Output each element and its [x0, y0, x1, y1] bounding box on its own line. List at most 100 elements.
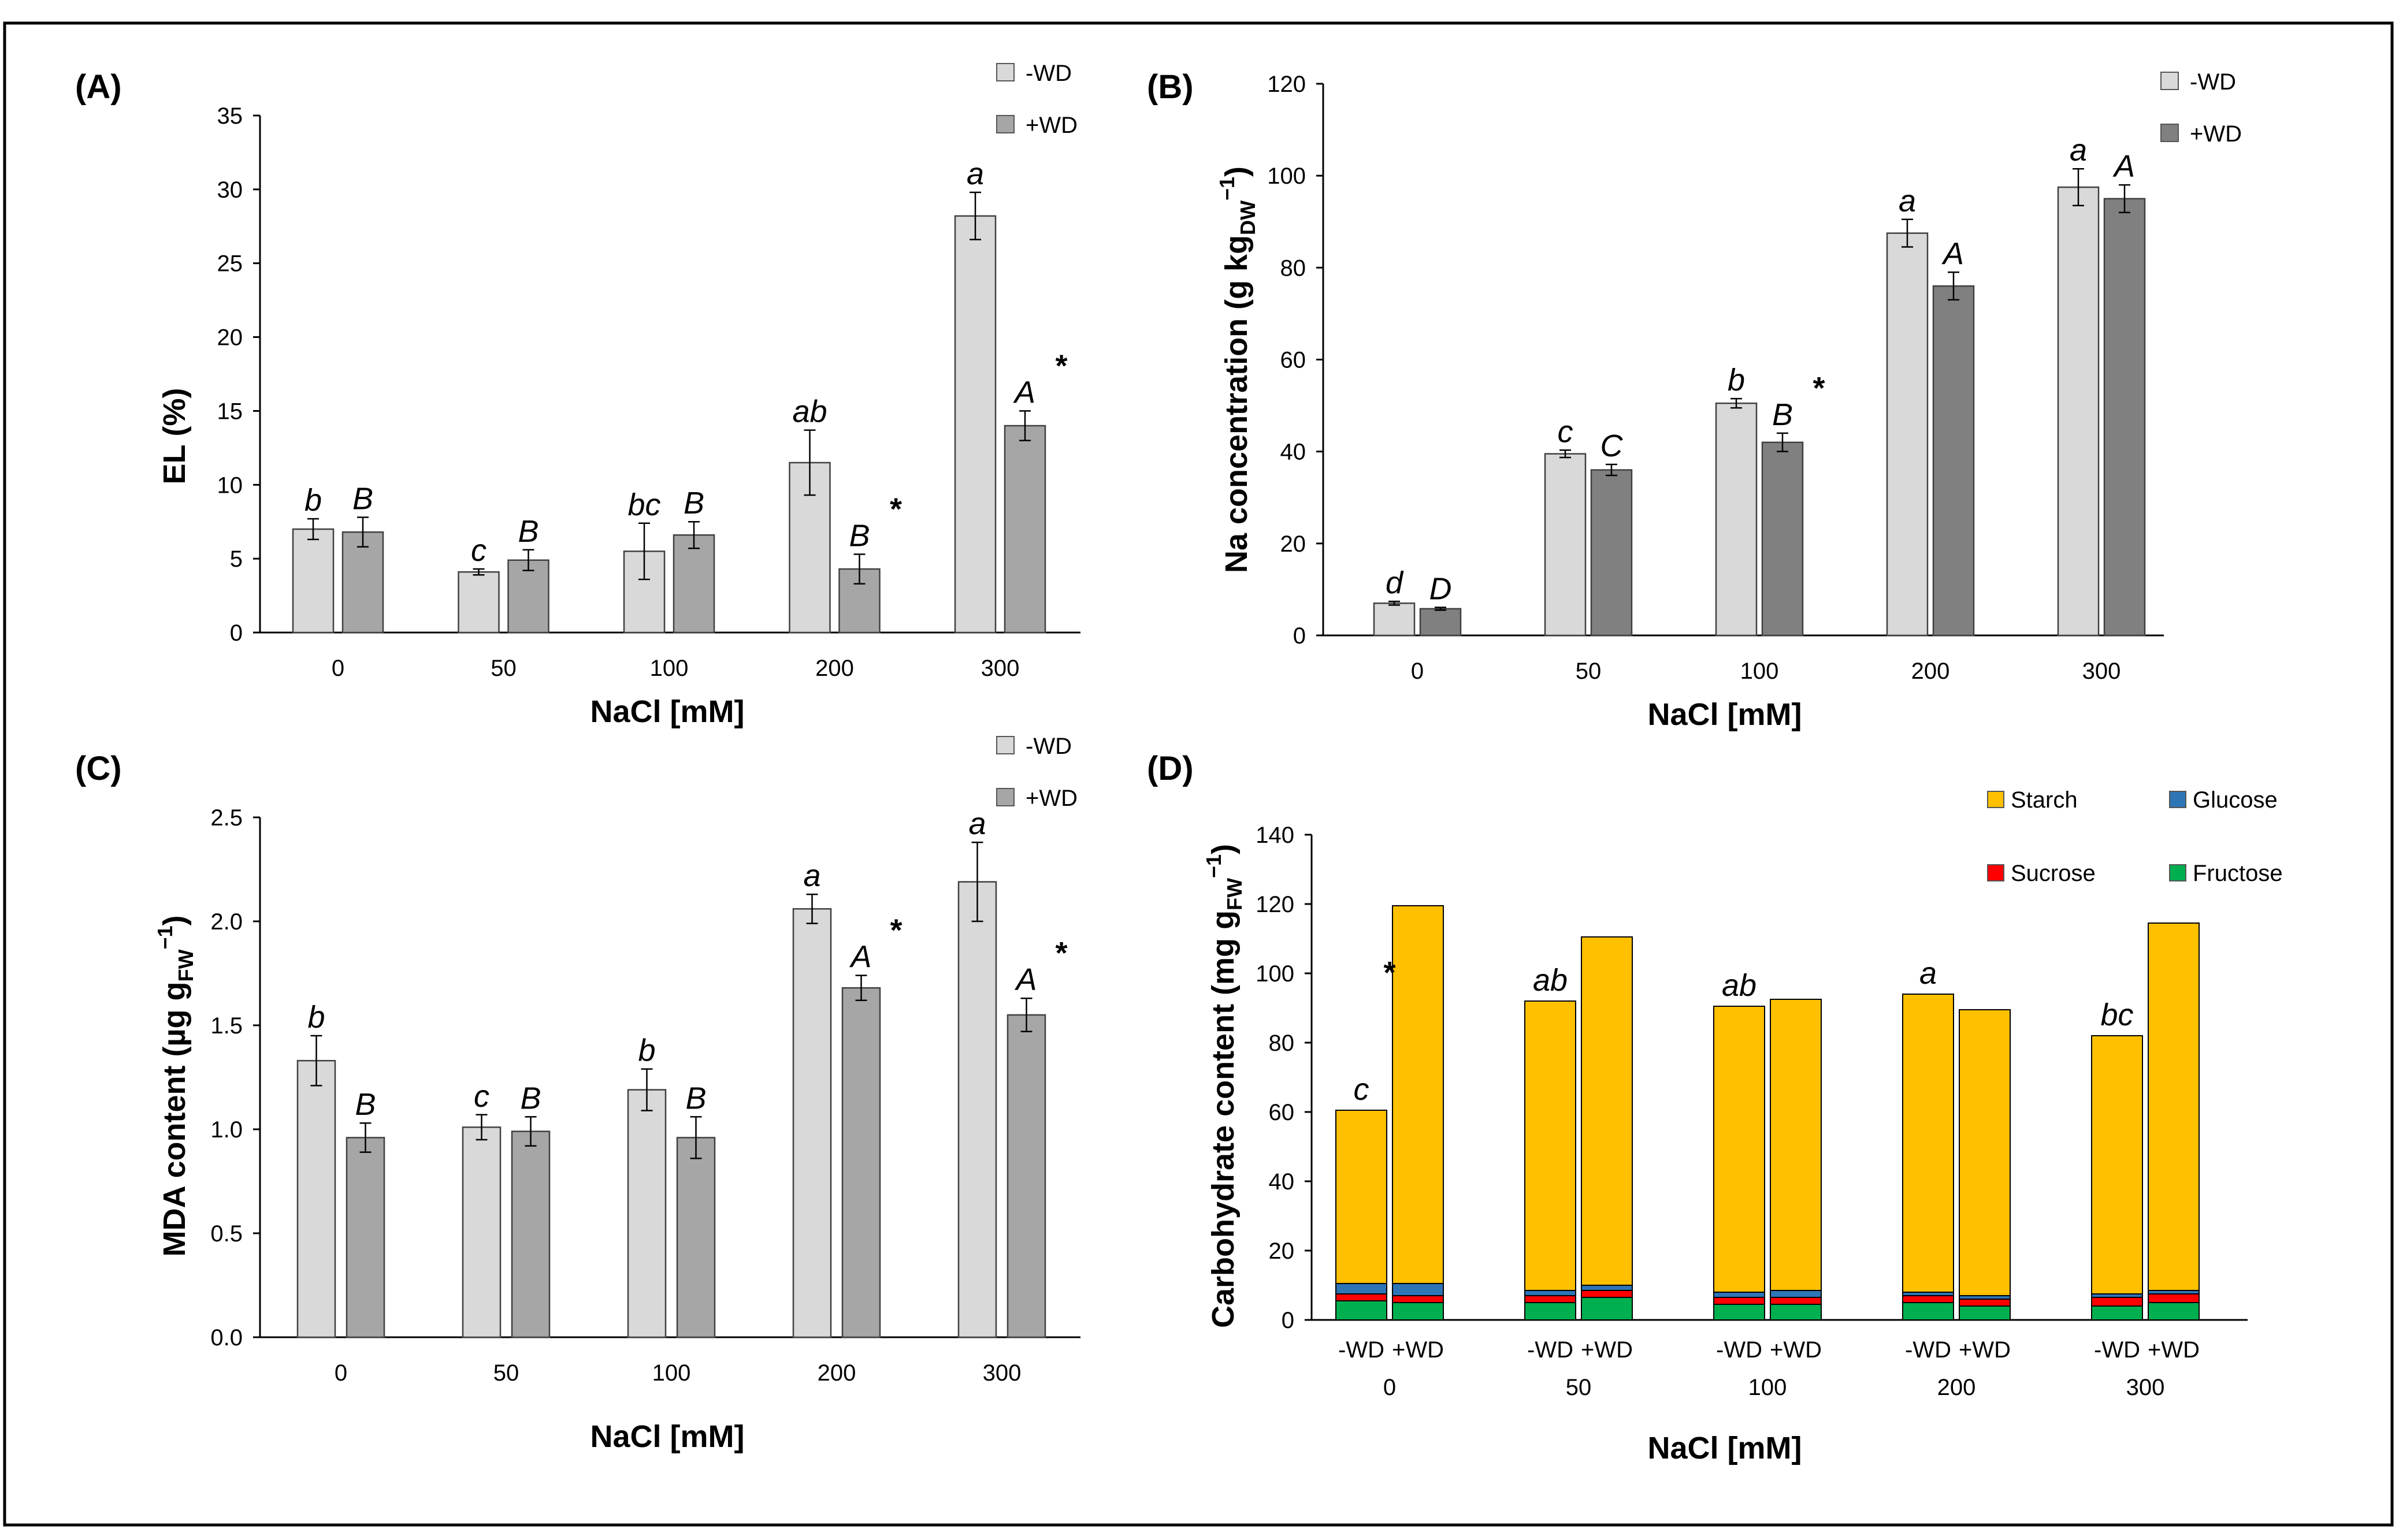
bar-group-label: +WD — [1770, 1337, 1822, 1363]
panel-d-ylabel-end: ) — [1206, 844, 1241, 854]
y-tick-label: 0 — [230, 620, 243, 646]
significance-letter: a — [1899, 184, 1916, 218]
legend-minus-wd-swatch — [996, 736, 1015, 754]
segment-fructose — [1713, 1304, 1765, 1320]
panel-d-legend: Starch Glucose Sucrose Fructose — [1987, 787, 2283, 886]
bar-+WD-100 — [676, 1137, 716, 1338]
y-tick-label: 20 — [1280, 531, 1306, 557]
panel-c-legend: -WD +WD — [996, 734, 1078, 811]
bar--WD-50 — [1544, 453, 1587, 637]
panel-d-xlabel: NaCl [mM] — [1648, 1431, 1802, 1465]
significance-letter: bc — [2100, 998, 2133, 1032]
segment-starch — [1335, 1110, 1387, 1284]
legend-sucrose-label: Sucrose — [2011, 861, 2096, 886]
significance-letter: B — [518, 514, 539, 549]
bar-+WD-200 — [841, 987, 881, 1338]
x-tick-label: 200 — [1937, 1375, 1976, 1400]
bar-+WD-50 — [507, 559, 549, 634]
bar-+WD-0 — [341, 531, 384, 634]
panel-b: (B) Na concentration (g kgDW−1) NaCl [mM… — [1147, 68, 2242, 732]
y-tick-label: 2.5 — [210, 805, 243, 831]
panel-d-ylabel-sup: −1 — [1202, 854, 1226, 878]
bar--WD-0 — [1373, 602, 1416, 637]
x-tick-label: 200 — [818, 1360, 856, 1386]
segment-starch — [2148, 922, 2200, 1291]
significance-letter: C — [1600, 429, 1624, 463]
bar-+WD-0 — [1419, 608, 1462, 637]
significance-letter: ab — [1533, 963, 1568, 998]
segment-glucose — [1713, 1292, 1765, 1298]
x-tick-label: 50 — [1566, 1375, 1592, 1400]
panel-c-axes: 0.0 0.5 1.0 1.5 2.0 2.5 0 50 100 200 300 — [210, 805, 1080, 1386]
segment-starch — [2091, 1035, 2143, 1295]
bar--WD-50 — [458, 571, 500, 634]
panel-a-label: (A) — [75, 68, 122, 106]
bar-+WD-300 — [1007, 1014, 1046, 1338]
segment-sucrose — [1392, 1295, 1444, 1303]
y-tick-label: 0.0 — [210, 1325, 243, 1351]
significance-letter: B — [685, 1081, 706, 1115]
x-tick-label: 100 — [650, 656, 689, 681]
x-tick-label: 0 — [332, 656, 344, 681]
y-tick-label: 0 — [1293, 623, 1306, 649]
legend-minus-wd-swatch — [996, 63, 1015, 81]
bar--WD-0 — [292, 528, 335, 634]
bar-group-label: -WD — [2094, 1337, 2140, 1363]
bar--WD-300 — [954, 215, 997, 634]
panel-c-xlabel: NaCl [mM] — [591, 1419, 745, 1454]
bar-+WD-50 — [1590, 469, 1633, 637]
panel-b-xlabel: NaCl [mM] — [1648, 697, 1802, 732]
significance-letter: b — [638, 1033, 655, 1068]
segment-sucrose — [1335, 1293, 1387, 1301]
y-tick-label: 60 — [1269, 1100, 1295, 1125]
bar--WD-50 — [462, 1126, 502, 1338]
y-tick-label: 30 — [217, 177, 243, 203]
bar-group-label: +WD — [1392, 1337, 1444, 1363]
y-tick-label: 140 — [1256, 823, 1294, 848]
segment-fructose — [1959, 1305, 2011, 1320]
bar-+WD-0 — [346, 1137, 385, 1338]
segment-fructose — [2091, 1305, 2143, 1320]
panel-d-ylabel-sub: FW — [1223, 878, 1246, 910]
segment-fructose — [1335, 1300, 1387, 1320]
panel-c: (C) MDA content (µg gFW−1) NaCl [mM] -WD… — [75, 734, 1080, 1454]
bar-+WD-200 — [1932, 285, 1975, 637]
legend-glucose-swatch — [2169, 791, 2186, 808]
significance-letter: a — [2070, 133, 2087, 168]
significance-letter: a — [968, 806, 986, 841]
significance-letter: B — [684, 486, 704, 520]
segment-starch — [1713, 1006, 1765, 1293]
x-tick-label: 200 — [815, 656, 854, 681]
significance-star: * — [890, 492, 902, 526]
y-tick-label: 0.5 — [210, 1221, 243, 1247]
bar-+WD-300 — [1004, 425, 1046, 634]
legend-minus-wd-label: -WD — [1026, 61, 1072, 86]
segment-sucrose — [1959, 1299, 2011, 1307]
segment-glucose — [1335, 1283, 1387, 1295]
panel-d-label: (D) — [1147, 750, 1194, 787]
x-tick-label: 0 — [335, 1360, 347, 1386]
panel-b-legend: -WD +WD — [2160, 69, 2242, 147]
significance-letter: B — [352, 482, 373, 516]
x-tick-label: 100 — [1740, 659, 1779, 684]
x-tick-label: 0 — [1411, 659, 1424, 684]
panel-c-ylabel-sub: FW — [174, 949, 198, 981]
panel-c-label: (C) — [75, 750, 122, 787]
segment-fructose — [1902, 1302, 1954, 1320]
segment-sucrose — [1524, 1295, 1576, 1303]
panel-d: (D) Carbohydrate content (mg gFW−1) NaCl… — [1147, 750, 2283, 1465]
y-tick-label: 1.0 — [210, 1117, 243, 1143]
y-tick-label: 15 — [217, 399, 243, 424]
legend-starch-label: Starch — [2011, 787, 2078, 813]
y-tick-label: 1.5 — [210, 1013, 243, 1039]
bar-group-label: +WD — [1959, 1337, 2011, 1363]
x-tick-label: 300 — [2126, 1375, 2165, 1400]
segment-starch — [1959, 1009, 2011, 1296]
bar--WD-100 — [627, 1089, 667, 1338]
y-tick-label: 0 — [1282, 1308, 1294, 1333]
segment-sucrose — [2148, 1293, 2200, 1303]
bar-group-label: -WD — [1338, 1337, 1384, 1363]
legend-plus-wd-label: +WD — [1026, 786, 1078, 811]
